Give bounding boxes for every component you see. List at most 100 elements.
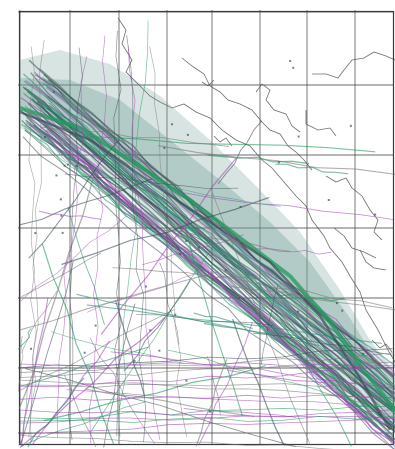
horizontal-track <box>19 366 395 388</box>
position-marker <box>289 60 292 63</box>
coastline-segment <box>333 227 377 259</box>
scatter-track <box>158 145 395 175</box>
position-marker <box>94 324 97 327</box>
scatter-track <box>50 331 184 364</box>
scatter-track <box>61 196 270 266</box>
scatter-track <box>20 346 149 387</box>
position-marker <box>362 352 365 355</box>
position-marker <box>163 146 166 149</box>
position-marker <box>277 161 280 164</box>
scatter-track <box>43 365 266 422</box>
coastline-segment <box>117 17 395 363</box>
position-marker <box>60 214 63 217</box>
horizontal-track <box>19 415 395 423</box>
position-marker <box>297 310 300 313</box>
corridor-track <box>30 72 395 401</box>
vertical-track <box>56 56 88 438</box>
scatter-track <box>123 279 191 372</box>
position-marker <box>149 329 152 332</box>
position-marker <box>349 124 352 127</box>
scatter-track <box>159 262 180 345</box>
scatter-track <box>275 163 349 175</box>
position-marker <box>224 269 227 272</box>
position-marker <box>341 309 344 312</box>
horizontal-track <box>19 379 393 399</box>
coastline-segment <box>371 339 393 353</box>
scatter-track <box>41 243 115 445</box>
scatter-track <box>203 322 313 343</box>
vertical-track <box>113 30 122 437</box>
position-marker <box>185 239 188 242</box>
scatter-track <box>217 120 263 185</box>
scatter-track <box>232 318 285 445</box>
scatter-track <box>20 261 74 445</box>
corridor-track <box>47 79 394 396</box>
position-marker <box>327 199 330 202</box>
scatter-track <box>110 351 395 389</box>
scatter-track <box>100 157 237 335</box>
position-marker <box>52 90 55 93</box>
vertical-track <box>118 20 149 437</box>
position-marker <box>34 232 37 235</box>
vertical-track <box>127 45 161 440</box>
corridor-track <box>31 98 394 409</box>
coastline-segment <box>255 83 301 133</box>
scatter-track <box>142 234 244 266</box>
position-marker <box>61 231 64 234</box>
vessel-tracks-layer <box>17 20 395 449</box>
corridor-track <box>25 112 395 441</box>
position-marker <box>144 285 147 288</box>
corridor-track <box>24 127 395 443</box>
scatter-track <box>86 304 382 344</box>
position-marker <box>185 379 188 382</box>
scatter-track <box>28 139 120 259</box>
scatter-track <box>193 312 253 330</box>
position-marker <box>170 123 173 126</box>
vertical-track <box>89 35 107 444</box>
scatter-track <box>181 192 394 220</box>
scatter-track <box>21 401 145 447</box>
scatter-track <box>21 290 58 354</box>
scatter-track <box>132 182 281 207</box>
scatter-track <box>20 215 127 302</box>
position-marker <box>63 164 66 167</box>
position-marker <box>75 164 78 167</box>
scatter-track <box>18 176 95 410</box>
corridor-track <box>24 87 394 391</box>
scatter-track <box>90 136 376 153</box>
scatter-track <box>64 173 239 190</box>
vertical-track <box>149 46 188 438</box>
position-marker <box>66 163 69 166</box>
position-marker <box>30 347 33 350</box>
scatter-track <box>278 293 345 302</box>
position-marker <box>55 174 58 177</box>
position-marker <box>129 187 132 190</box>
scatter-track <box>206 356 221 416</box>
scatter-track <box>103 303 136 448</box>
coastline-segment <box>201 79 215 87</box>
position-marker <box>59 198 62 201</box>
coastline-layer <box>117 17 395 363</box>
position-marker <box>174 313 177 316</box>
coastline-segment <box>305 110 337 137</box>
position-marker <box>239 205 242 208</box>
horizontal-track <box>19 362 393 367</box>
scatter-track <box>253 332 394 356</box>
position-marker <box>208 410 211 413</box>
position-marker <box>374 213 377 216</box>
coastline-segment <box>359 249 387 271</box>
horizontal-track <box>19 409 395 418</box>
scatter-track <box>156 229 291 252</box>
scatter-track <box>207 154 310 165</box>
corridor-track <box>23 80 395 367</box>
coastline-segment <box>213 135 233 147</box>
coastline-segment <box>181 57 313 171</box>
scatter-track <box>31 340 110 446</box>
scatter-track <box>67 206 105 326</box>
position-marker <box>186 133 189 136</box>
vertical-track <box>28 40 45 438</box>
position-marker <box>179 253 182 256</box>
horizontal-track <box>19 417 395 435</box>
